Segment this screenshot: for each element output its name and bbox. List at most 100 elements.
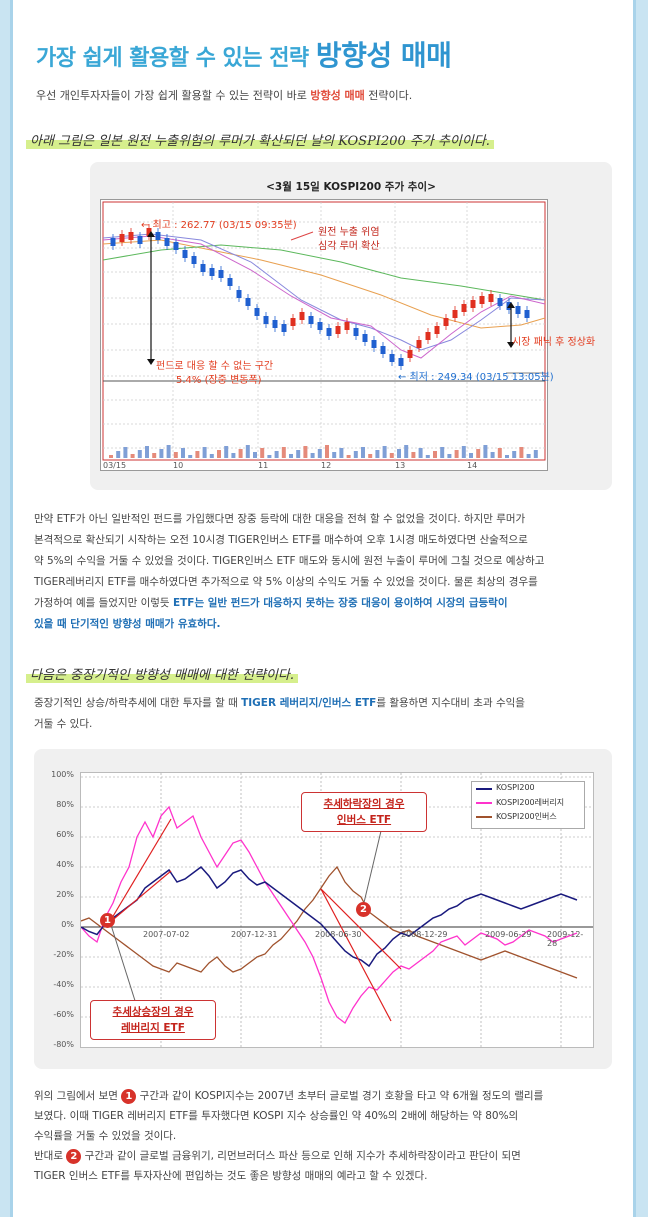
para1-line3: 약 5%의 수익을 거둘 수 있었을 것이다. TIGER인버스 ETF 매도와…	[34, 555, 545, 567]
para1-line6-blue: 있을 때 단기적인 방향성 매매가 유효하다.	[34, 618, 221, 630]
candle-body	[353, 328, 359, 336]
candle-body	[128, 232, 134, 240]
volume-bar	[505, 455, 509, 458]
chart2-legend: KOSPI200 KOSPI200레버리지 KOSPI200인버스	[471, 781, 585, 829]
candle-body	[335, 326, 341, 334]
leverage-series	[81, 805, 578, 1024]
candle-body	[470, 300, 476, 308]
intro-text: 우선 개인투자자들이 가장 쉽게 활용할 수 있는 전략이 바로 방향성 매매 …	[36, 87, 412, 103]
candle-body	[317, 322, 323, 330]
section2-heading-text: 다음은 중장기적인 방향성 매매에 대한 전략이다.	[26, 668, 298, 683]
chart1-xtick-2: 11	[258, 461, 269, 470]
chart2-xtick-5: 2009-12-28	[547, 930, 584, 948]
volume-bar	[217, 450, 221, 458]
volume-bar	[173, 452, 178, 458]
volume-bar	[166, 445, 171, 458]
para3-l1-before: 위의 그림에서 보면	[34, 1090, 118, 1102]
chart2-badge-2: 2	[356, 902, 371, 917]
chart1-area: 03/15 10 11 12 13 14	[100, 199, 548, 471]
paragraph-3: 위의 그림에서 보면 1 구간과 같이 KOSPI지수는 2007년 초부터 글…	[34, 1086, 614, 1186]
volume-bar	[202, 447, 207, 458]
volume-bar	[310, 453, 315, 458]
volume-bar	[195, 451, 200, 458]
volume-bar	[512, 451, 517, 458]
volume-bar	[303, 446, 308, 458]
volume-bar	[317, 449, 322, 458]
chart2-xtick-0: 2007-07-02	[143, 930, 190, 939]
candle-body	[434, 326, 440, 334]
section1-heading-text: 아래 그림은 일본 원전 누출위험의 루머가 확산되던 날의 KOSPI200 …	[26, 134, 494, 149]
chart1-rumor-label-1: 원전 누출 위염	[318, 227, 380, 238]
chart2-ytick-1: 80%	[56, 800, 74, 809]
title-emphasis: 방향성 매매	[315, 39, 452, 72]
volume-bar	[433, 451, 437, 458]
candle-body	[452, 310, 458, 318]
volume-bar	[209, 454, 214, 458]
volume-bar	[274, 451, 279, 458]
volume-bar	[130, 454, 135, 458]
para3-badge-1: 1	[121, 1089, 137, 1104]
candle-body	[200, 264, 206, 272]
chart2-ytick-4: 20%	[56, 890, 74, 899]
candle-body	[389, 354, 395, 362]
chart1-xtick-0: 03/15	[103, 461, 127, 470]
legend-swatch-leverage	[476, 802, 492, 804]
intro-highlight: 방향성 매매	[310, 89, 365, 102]
candle-body	[308, 316, 314, 324]
volume-bar	[224, 446, 229, 458]
candle-body	[263, 316, 269, 324]
para3-l4-before: 반대로	[34, 1150, 63, 1162]
volume-bar	[188, 455, 193, 458]
volume-bar	[353, 451, 358, 458]
candle-body	[524, 310, 530, 318]
candle-body	[497, 298, 503, 306]
volume-bar	[389, 453, 394, 458]
para3-l4-after: 구간과 같이 글로벌 금융위기, 리먼브러더스 파산 등으로 인해 지수가 추세…	[84, 1150, 521, 1162]
chart1-xtick-3: 12	[321, 461, 332, 470]
candle-body	[209, 268, 215, 276]
para2-after: 를 활용하면 지수대비 초과 수익을	[376, 697, 525, 709]
para3-l3: 수익률을 거둘 수 있었을 것이다.	[34, 1130, 177, 1142]
legend-leverage: KOSPI200레버리지	[496, 798, 565, 807]
candle-body	[173, 242, 179, 250]
callout-bull-line1: 추세상승장의 경우	[112, 1006, 194, 1018]
volume-bar	[519, 447, 524, 458]
volume-bar	[461, 446, 466, 458]
candle-body	[407, 350, 413, 358]
volume-bar	[454, 450, 459, 458]
volume-bar	[137, 450, 142, 458]
candle-body	[461, 304, 467, 312]
volume-bar	[339, 448, 344, 458]
section1-heading: 아래 그림은 일본 원전 누출위험의 루머가 확산되던 날의 KOSPI200 …	[26, 130, 494, 149]
candle-body	[326, 328, 332, 336]
volume-bar	[245, 445, 250, 458]
para2-line2: 거둘 수 있다.	[34, 718, 93, 730]
para3-l1-after: 구간과 같이 KOSPI지수는 2007년 초부터 글로벌 경기 호황을 타고 …	[139, 1090, 544, 1102]
candle-body	[515, 306, 521, 314]
volume-bar	[447, 454, 452, 458]
chart2-xtick-3: 2008-12-29	[401, 930, 448, 939]
intro-after: 전략이다.	[368, 89, 413, 102]
volume-bar	[425, 455, 430, 458]
volume-bar	[253, 452, 257, 458]
candle-body	[227, 278, 233, 286]
candle-body	[281, 324, 287, 332]
inverse-series	[81, 865, 578, 979]
section2-heading: 다음은 중장기적인 방향성 매매에 대한 전략이다.	[26, 664, 298, 683]
volume-bar	[375, 450, 380, 458]
chart1-title: <3월 15일 KOSPI200 주가 추이>	[266, 181, 436, 193]
volume-bar	[145, 446, 149, 458]
volume-bar	[526, 454, 531, 458]
volume-bar	[332, 452, 337, 458]
volume-bar	[116, 451, 121, 458]
volume-bar	[382, 446, 387, 458]
volume-bar	[296, 450, 301, 458]
candle-body	[218, 270, 224, 278]
volume-bar	[231, 453, 236, 458]
chart2-ytick-0: 100%	[51, 770, 74, 779]
chart2-xtick-4: 2009-06-29	[485, 930, 532, 939]
legend-swatch-kospi	[476, 788, 492, 790]
callout-bull-market: 추세상승장의 경우 레버리지 ETF	[90, 1000, 216, 1040]
volume-bar	[109, 455, 113, 458]
volume-bar	[346, 455, 351, 458]
